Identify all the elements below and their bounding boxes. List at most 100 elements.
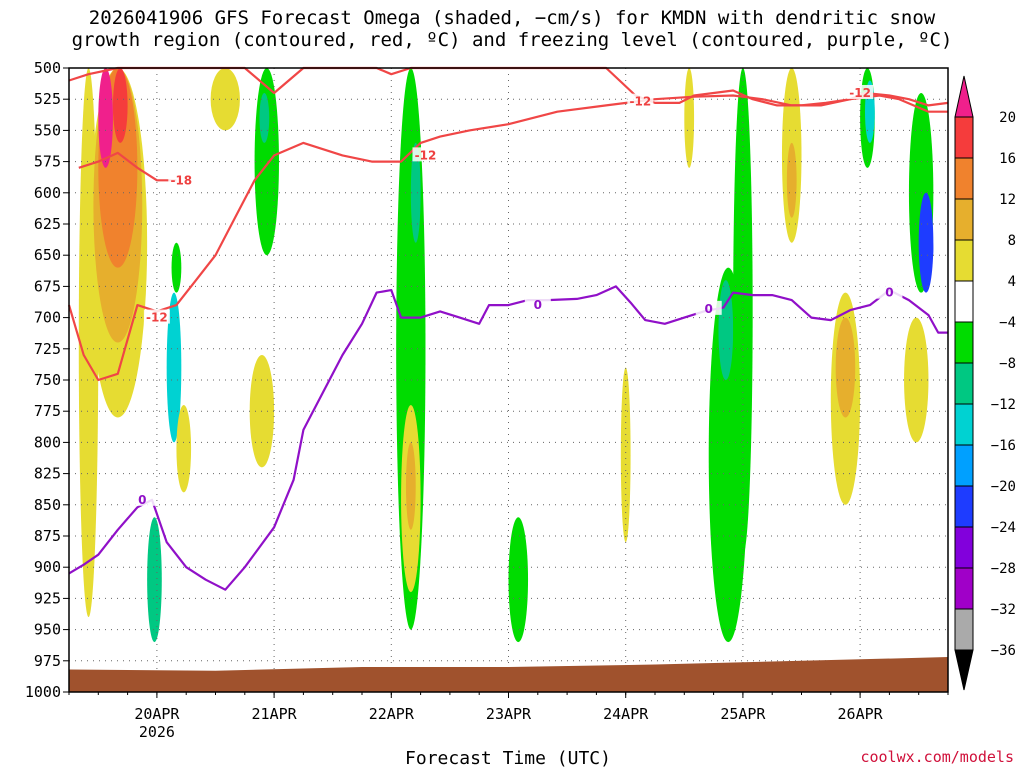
omega-region: [176, 404, 192, 493]
omega-region: [684, 68, 695, 168]
x-tick-label: 23APR: [486, 705, 532, 723]
contour-label: -12: [849, 86, 871, 100]
y-tick-label: 750: [34, 371, 61, 389]
terrain-fill: [69, 657, 948, 692]
x-tick-label: 20APR: [134, 705, 180, 723]
omega-region: [733, 67, 753, 555]
dgz-contour-minus18: [78, 151, 177, 182]
y-tick-label: 650: [34, 246, 61, 264]
colorbar-label: 12: [999, 192, 1016, 208]
omega-region: [718, 280, 734, 380]
contour-label: 0: [138, 493, 146, 507]
plot-area: -18 -12 -12 -12 -12 0 0 0 0: [67, 66, 949, 693]
colorbar-label: −12: [991, 397, 1016, 413]
contour-label-bg: [129, 491, 156, 506]
colorbar-label: 16: [999, 151, 1016, 167]
colorbar-label: −8: [999, 356, 1016, 372]
contour-label-bg: [168, 172, 195, 187]
colorbar-bottom-arrow: [954, 649, 974, 691]
contour-labels: -18 -12 -12 -12 -12 0 0 0 0: [129, 84, 903, 507]
omega-region: [508, 517, 529, 643]
colorbar-label: −24: [991, 520, 1016, 536]
y-tick-label: 525: [34, 90, 61, 108]
y-tick-label: 675: [34, 277, 61, 295]
y-tick-label: 700: [34, 309, 61, 327]
contour-label-bg: [524, 297, 551, 312]
colorbar-bin: [954, 157, 974, 200]
contour-label: -18: [170, 173, 192, 187]
omega-region: [166, 292, 182, 443]
colorbar-bin: [954, 321, 974, 364]
omega-region: [410, 142, 421, 243]
colorbar-bin: [954, 526, 974, 569]
contour-label: 0: [885, 286, 893, 300]
contour-label-bg: [143, 309, 170, 324]
omega-region: [259, 92, 270, 143]
omega-region: [620, 367, 631, 543]
colorbar-bin: [954, 280, 974, 323]
omega-region: [171, 242, 182, 293]
y-tick-label: 625: [34, 215, 61, 233]
chart-title-line-2: growth region (contoured, red, ºC) and f…: [72, 29, 953, 51]
y-tick-label: 775: [34, 402, 61, 420]
dgz-contour-minus12-lower: [67, 94, 948, 382]
credit-text: coolwx.com/models: [860, 748, 1014, 766]
colorbar-top-arrow: [954, 75, 974, 118]
x-tick-sublabel: 2026: [139, 723, 175, 741]
omega-region: [112, 68, 128, 143]
y-tick-label: 850: [34, 496, 61, 514]
grid-lines: [69, 68, 948, 692]
x-tick-label: 22APR: [369, 705, 415, 723]
colorbar-bin: [954, 239, 974, 282]
omega-region: [98, 68, 113, 168]
x-tick-label: 25APR: [720, 705, 766, 723]
colorbar-bin: [954, 198, 974, 241]
pressure-axis: 500 525 550 575 600 625 650 675 700 725 750 775 800 8…: [25, 59, 69, 701]
y-tick-label: 500: [34, 59, 61, 77]
contour-label: -12: [415, 148, 437, 162]
y-tick-label: 600: [34, 184, 61, 202]
omega-region: [405, 442, 416, 530]
y-tick-label: 875: [34, 527, 61, 545]
colorbar-label: 20: [999, 110, 1016, 126]
colorbar: 20 16 12 8 4 −4 −8 −12 −16 −20 −24 −28 −32 −36: [954, 75, 1016, 691]
y-tick-label: 725: [34, 340, 61, 358]
colorbar-label: 4: [1008, 274, 1016, 290]
y-tick-label: 925: [34, 589, 61, 607]
x-tick-label: 21APR: [252, 705, 298, 723]
omega-region: [147, 517, 162, 643]
terrain-surface: [69, 657, 948, 692]
contour-label-bg: [876, 284, 903, 299]
omega-region: [254, 68, 279, 256]
omega-region: [835, 317, 856, 418]
y-tick-label: 900: [34, 558, 61, 576]
contour-label: 0: [705, 302, 713, 316]
omega-region: [923, 230, 934, 268]
colorbar-bin: [954, 362, 974, 405]
omega-region: [786, 142, 797, 218]
y-tick-label: 800: [34, 433, 61, 451]
contour-label: 0: [534, 298, 542, 312]
x-axis-label: Forecast Time (UTC): [405, 748, 611, 768]
chart-title-line-1: 2026041906 GFS Forecast Omega (shaded, −…: [89, 7, 936, 29]
colorbar-label: −20: [991, 479, 1016, 495]
omega-shading: [78, 67, 934, 643]
freezing-level-contour: [68, 285, 948, 591]
contour-label-bg: [627, 93, 654, 108]
x-tick-label: 24APR: [603, 705, 649, 723]
contour-label-bg: [412, 147, 439, 162]
y-tick-label: 950: [34, 621, 61, 639]
colorbar-bin: [954, 116, 974, 159]
colorbar-bin: [954, 403, 974, 446]
colorbar-label: −32: [991, 602, 1016, 618]
colorbar-label: −16: [991, 438, 1016, 454]
contour-label: -12: [630, 95, 652, 109]
contour-label-bg: [847, 84, 874, 99]
colorbar-bin: [954, 608, 974, 651]
y-tick-label: 550: [34, 121, 61, 139]
omega-region: [904, 317, 929, 443]
contour-label: -12: [146, 311, 168, 325]
colorbar-bin: [954, 567, 974, 610]
